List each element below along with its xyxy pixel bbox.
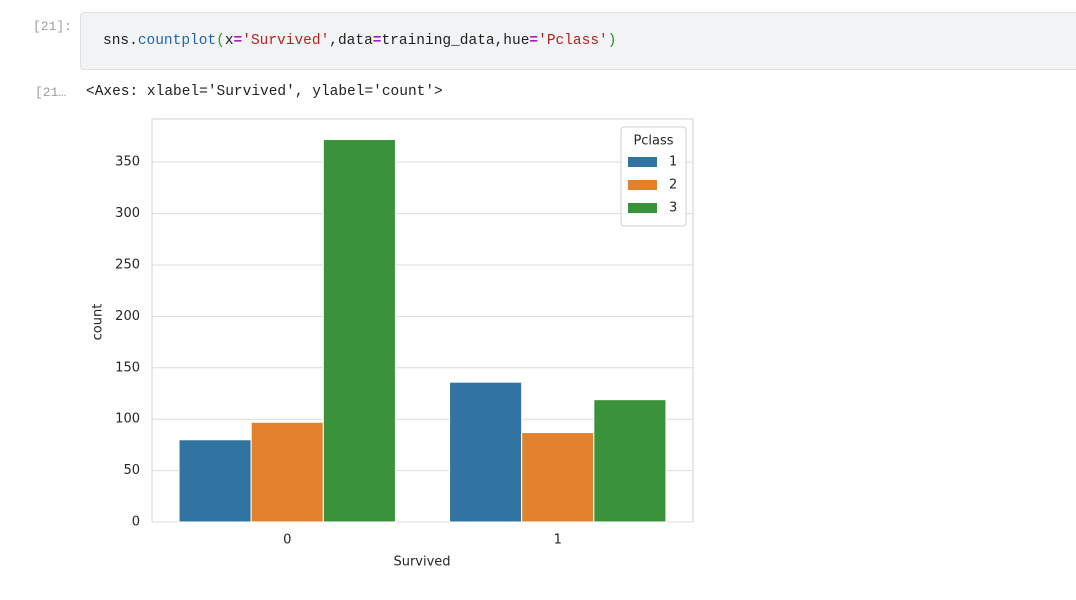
output-prompt: [21…	[35, 85, 67, 100]
x-axis-label: Survived	[393, 555, 450, 570]
code-token: x	[224, 33, 234, 49]
y-tick-label: 350	[115, 155, 140, 170]
output-text: <Axes: xlabel='Survived', ylabel='count'…	[86, 84, 443, 100]
code: sns.countplot(x='Survived',data=training…	[103, 33, 616, 49]
code-token: training_data,hue	[381, 33, 530, 49]
x-tick-label: 1	[554, 533, 562, 548]
code-cell[interactable]: sns.countplot(x='Survived',data=training…	[80, 12, 1076, 70]
bar	[322, 139, 396, 523]
code-token: countplot	[137, 33, 217, 49]
legend-swatch	[628, 180, 657, 190]
x-tick-label: 0	[283, 533, 291, 548]
legend-label: 2	[669, 178, 677, 193]
bar	[250, 421, 324, 523]
legend-label: 1	[669, 155, 677, 170]
bar	[593, 399, 667, 523]
y-tick-label: 50	[123, 463, 140, 478]
y-axis-label: count	[91, 304, 106, 341]
legend-swatch	[628, 203, 657, 213]
code-token: )	[607, 33, 617, 49]
code-token: 'Pclass'	[538, 33, 608, 49]
code-token: ,data	[329, 33, 373, 49]
code-token: sns.	[103, 33, 138, 49]
code-token: =	[372, 33, 382, 49]
y-tick-label: 200	[115, 309, 140, 324]
bar	[178, 439, 252, 523]
y-tick-label: 150	[115, 360, 140, 375]
code-token: =	[529, 33, 539, 49]
bar	[449, 381, 523, 523]
y-tick-label: 250	[115, 257, 140, 272]
legend-label: 3	[669, 201, 677, 216]
y-tick-label: 100	[115, 412, 140, 427]
legend-box	[620, 126, 687, 227]
legend-title: Pclass	[633, 134, 673, 149]
code-token: 'Survived'	[242, 33, 330, 49]
legend-swatch	[628, 157, 657, 167]
bar	[521, 432, 595, 523]
code-token: (	[216, 33, 225, 49]
y-tick-label: 0	[132, 515, 140, 530]
y-tick-label: 300	[115, 206, 140, 221]
code-token: =	[233, 33, 243, 49]
input-prompt: [21]:	[33, 19, 73, 34]
